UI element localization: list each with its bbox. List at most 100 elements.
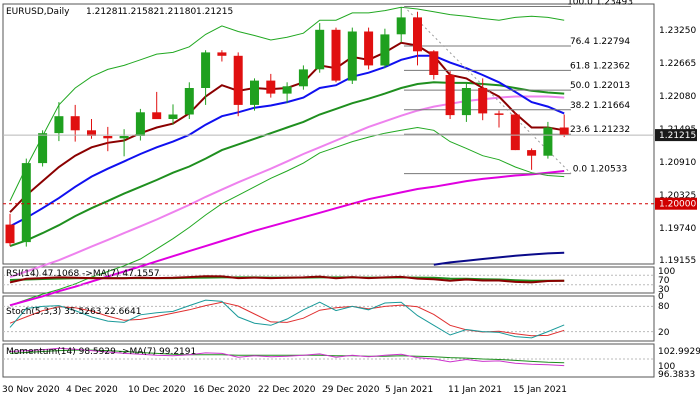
- symbol-label: EURUSD,Daily: [6, 7, 70, 17]
- bull-candle: [54, 116, 64, 134]
- price-tick: 1.19740: [659, 224, 696, 234]
- bull-candle: [184, 88, 194, 115]
- bear-candle: [103, 136, 113, 139]
- bear-candle: [87, 130, 96, 136]
- date-tick: 11 Jan 2021: [448, 385, 502, 395]
- bear-candle: [152, 112, 162, 120]
- momentum-line: [9, 347, 565, 367]
- price-tick: 1.23250: [659, 26, 696, 36]
- bear-candle: [266, 80, 276, 94]
- sma-pink-line: [9, 95, 565, 279]
- bear-candle: [527, 150, 537, 156]
- fib-level-label: 100.0 1.23493: [567, 0, 633, 8]
- bear-candle: [559, 127, 569, 136]
- date-tick: 5 Jan 2021: [385, 385, 433, 395]
- bull-candle: [298, 69, 308, 87]
- candles: [5, 7, 569, 247]
- bull-candle: [347, 31, 357, 81]
- momentum-tick: 96.3833: [658, 370, 695, 380]
- bull-candle: [168, 114, 178, 119]
- stoch-panel-frame: [2, 295, 655, 342]
- ema-mid-line: [9, 54, 565, 228]
- price-tick: 1.22080: [659, 92, 696, 102]
- level-price-label: 1.20000: [659, 200, 696, 210]
- rsi-tick: 30: [658, 285, 670, 295]
- rsi-line: [9, 275, 565, 284]
- bull-candle: [38, 133, 48, 164]
- bull-candle: [543, 127, 553, 156]
- bollinger-bands: [9, 6, 565, 306]
- rsi-panel-frame: [2, 266, 655, 294]
- fib-level-label: 76.4 1.22794: [570, 37, 630, 47]
- ohlc-close: 1.21215: [196, 7, 233, 17]
- fib-level-label: 23.6 1.21232: [570, 125, 630, 135]
- main-panel-frame: [2, 3, 655, 265]
- bear-candle: [429, 51, 439, 75]
- bull-candle: [21, 163, 31, 243]
- fib-level-label: 61.8 1.22362: [570, 61, 630, 71]
- level-price-tag: [655, 197, 697, 210]
- sma-navy-line: [433, 251, 565, 266]
- fib-trend-line: [403, 6, 572, 174]
- date-tick: 22 Dec 2020: [258, 385, 316, 395]
- momentum-tick: 100: [658, 362, 675, 372]
- date-tick: 10 Dec 2020: [128, 385, 186, 395]
- bull-candle: [250, 80, 259, 105]
- stoch-tick: 20: [658, 328, 670, 338]
- rsi-tick: 70: [658, 276, 670, 286]
- date-tick: 15 Jan 2021: [513, 385, 567, 395]
- rsi-tick: 0: [658, 292, 664, 302]
- ohlc-high: 1.21582: [122, 7, 159, 17]
- rsi-tick: 100: [658, 267, 675, 277]
- bear-candle: [494, 113, 504, 115]
- bull-candle: [119, 136, 129, 139]
- price-axis: 1.23250 1.22665 1.22080 1.21495 1.20910 …: [659, 26, 696, 266]
- ohlc-low: 1.21180: [159, 7, 196, 17]
- current-price-tag: [655, 129, 697, 142]
- date-tick: 4 Dec 2020: [66, 385, 118, 395]
- bear-candle: [233, 55, 243, 105]
- rsi-title: RSI(14) 47.1068 ->MA(7) 47.1557: [6, 269, 160, 279]
- momentum-title: Momentum(14) 98.5929 ->MA(7) 99.2191: [6, 347, 196, 357]
- bear-candle: [331, 29, 341, 81]
- bb-upper-line: [9, 6, 565, 202]
- date-tick: 16 Dec 2020: [193, 385, 251, 395]
- bull-candle: [380, 34, 390, 66]
- momentum-tick: 102.9929: [658, 347, 700, 357]
- ema-slow-line: [9, 81, 565, 248]
- current-price-label: 1.21215: [659, 131, 696, 141]
- bull-candle: [282, 86, 292, 94]
- bull-candle: [461, 88, 471, 116]
- bear-candle: [478, 88, 488, 114]
- stochastic-lines: [3, 299, 654, 339]
- bear-candle: [413, 17, 422, 52]
- bull-candle: [315, 29, 325, 70]
- fibonacci-levels: 100.0 1.23493 76.4 1.22794 61.8 1.22362 50.…: [403, 0, 633, 175]
- stoch-tick: 80: [658, 302, 670, 312]
- price-tick: 1.22665: [659, 59, 696, 69]
- bull-candle: [201, 52, 211, 88]
- bull-candle: [135, 112, 145, 136]
- bear-candle: [70, 116, 80, 131]
- stoch-k-line: [9, 299, 565, 339]
- momentum-ma-line: [9, 349, 565, 364]
- fib-level-label: 50.0 1.22013: [570, 81, 630, 91]
- momentum-lines: [3, 347, 654, 367]
- stoch-title: Stoch(5,3,3) 35.5263 22.6641: [6, 307, 141, 317]
- momentum-panel-frame: [2, 343, 655, 378]
- bear-candle: [217, 52, 227, 56]
- price-tick: 1.20325: [659, 191, 696, 201]
- date-axis: 30 Nov 2020 4 Dec 2020 10 Dec 2020 16 De…: [2, 385, 567, 395]
- price-tick: 1.20910: [659, 158, 696, 168]
- date-tick: 30 Nov 2020: [2, 385, 60, 395]
- date-tick: 29 Dec 2020: [322, 385, 380, 395]
- bear-candle: [5, 224, 15, 244]
- price-tick: 1.19155: [659, 256, 696, 266]
- bull-candle: [396, 17, 406, 35]
- bear-candle: [445, 75, 455, 116]
- fib-level-label: 38.2 1.21664: [570, 101, 630, 111]
- rsi-lines: [3, 274, 654, 286]
- bear-candle: [510, 114, 520, 151]
